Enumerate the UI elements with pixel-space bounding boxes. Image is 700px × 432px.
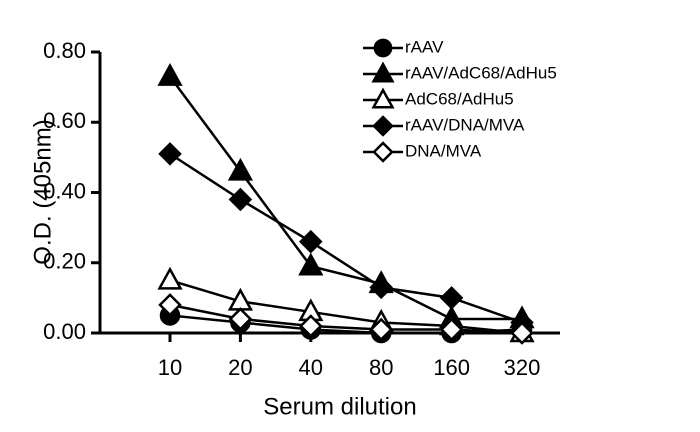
data-point <box>369 275 393 300</box>
data-point <box>439 317 464 342</box>
x-tick-label: 160 <box>433 355 470 380</box>
data-point <box>227 157 254 181</box>
series-line <box>169 279 523 335</box>
legend-marker <box>372 141 394 163</box>
y-axis-title: O.D. (405nm) <box>29 119 56 264</box>
y-tick-label: 0.60 <box>43 108 86 133</box>
data-point <box>157 63 183 86</box>
data-point <box>299 229 323 254</box>
data-point <box>369 317 393 342</box>
series-line <box>169 303 523 335</box>
x-axis-title: Serum dilution <box>263 393 416 420</box>
x-tick-label: 40 <box>299 355 323 380</box>
y-tick-label: 0.80 <box>43 38 86 63</box>
series-line <box>169 152 523 324</box>
data-point <box>299 314 323 338</box>
legend-marker <box>371 61 395 83</box>
series-line <box>169 314 523 335</box>
legend-label: rAAV <box>405 37 444 56</box>
x-tick-label: 80 <box>369 355 393 380</box>
data-point <box>228 307 253 331</box>
x-tick-label: 10 <box>158 355 182 380</box>
data-point <box>158 142 182 166</box>
legend-marker <box>373 38 393 58</box>
data-point <box>157 266 183 290</box>
data-point <box>439 286 464 310</box>
x-tick-label: 20 <box>228 355 252 380</box>
legend-label: rAAV/DNA/MVA <box>405 115 525 134</box>
data-point <box>158 293 182 317</box>
legend-marker <box>372 115 394 137</box>
data-point <box>228 187 253 212</box>
legend-label: DNA/MVA <box>405 141 482 160</box>
series-line <box>168 75 522 321</box>
y-tick-label: 0.40 <box>43 178 86 203</box>
legend-label: rAAV/AdC68/AdHu5 <box>405 63 557 82</box>
data-point <box>298 252 324 276</box>
data-point <box>510 321 534 345</box>
legend-label: AdC68/AdHu5 <box>405 89 514 108</box>
y-tick-label: 0.20 <box>43 249 86 274</box>
x-tick-label: 320 <box>504 355 541 380</box>
y-tick-label: 0.00 <box>43 319 86 344</box>
legend-marker <box>371 87 395 109</box>
